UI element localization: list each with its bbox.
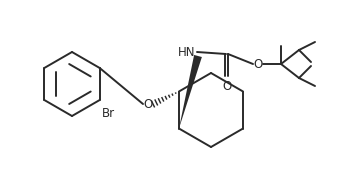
Polygon shape <box>179 55 202 128</box>
Text: O: O <box>143 98 152 111</box>
Text: O: O <box>253 57 263 70</box>
Text: Br: Br <box>102 107 115 120</box>
Text: HN: HN <box>178 46 195 59</box>
Text: O: O <box>222 80 232 93</box>
